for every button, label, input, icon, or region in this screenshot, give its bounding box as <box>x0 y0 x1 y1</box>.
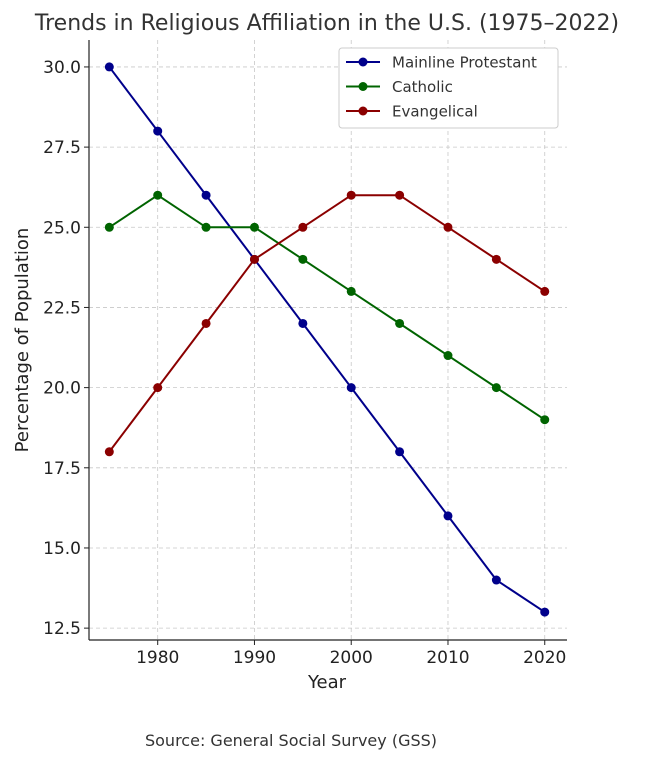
data-point-catholic <box>443 351 453 361</box>
data-point-evangelical <box>540 286 550 296</box>
series-line-mainline-protestant <box>108 66 546 613</box>
data-point-catholic <box>104 222 114 232</box>
legend-label-evangelical: Evangelical <box>392 103 478 121</box>
legend-label-catholic: Catholic <box>392 78 453 96</box>
y-axis-label: Percentage of Population <box>12 228 33 453</box>
data-point-mainline-protestant <box>104 62 114 72</box>
data-point-catholic <box>491 383 501 393</box>
data-point-evangelical <box>443 222 453 232</box>
data-point-evangelical <box>491 254 501 264</box>
source-note: Source: General Social Survey (GSS) <box>145 731 437 750</box>
data-point-evangelical <box>395 190 405 200</box>
x-tick-label: 1990 <box>233 648 276 668</box>
data-point-catholic <box>249 222 259 232</box>
data-point-mainline-protestant <box>153 126 163 136</box>
y-tick-label: 17.5 <box>43 459 81 479</box>
data-point-mainline-protestant <box>346 383 356 393</box>
data-point-evangelical <box>201 318 211 328</box>
y-ticks: 12.5 15.0 17.5 20.0 22.5 25.0 27.5 30.0 <box>43 58 89 639</box>
x-tick-label: 1980 <box>136 648 179 668</box>
x-tick-label: 2010 <box>426 648 469 668</box>
data-point-catholic <box>346 286 356 296</box>
data-point-evangelical <box>249 254 259 264</box>
legend: Mainline Protestant Catholic Evangelical <box>338 47 559 129</box>
x-axis-label: Year <box>307 672 347 693</box>
y-tick-label: 30.0 <box>43 58 81 78</box>
x-ticks: 1980 1990 2000 2010 2020 <box>136 640 566 668</box>
legend-box <box>338 47 559 129</box>
legend-marker-mainline-protestant <box>358 57 368 67</box>
data-point-mainline-protestant <box>540 607 550 617</box>
data-point-evangelical <box>153 383 163 393</box>
data-point-mainline-protestant <box>491 575 501 585</box>
legend-marker-catholic <box>358 82 368 91</box>
y-tick-label: 25.0 <box>43 218 81 238</box>
legend-label-mainline-protestant: Mainline Protestant <box>392 54 537 72</box>
data-point-catholic <box>201 222 211 232</box>
data-point-mainline-protestant <box>443 511 453 521</box>
data-point-catholic <box>540 415 550 425</box>
series-line-evangelical <box>108 194 546 453</box>
x-tick-label: 2020 <box>523 648 566 668</box>
y-tick-label: 20.0 <box>43 379 81 399</box>
y-tick-label: 22.5 <box>43 298 81 318</box>
x-tick-label: 2000 <box>330 648 373 668</box>
gridlines <box>89 40 567 640</box>
data-point-mainline-protestant <box>201 190 211 200</box>
data-point-evangelical <box>346 190 356 200</box>
data-point-mainline-protestant <box>395 447 405 457</box>
data-point-evangelical <box>104 447 114 457</box>
legend-marker-evangelical <box>358 106 368 116</box>
y-tick-label: 27.5 <box>43 138 81 158</box>
data-point-catholic <box>298 254 308 264</box>
series-line-catholic <box>108 194 546 421</box>
data-point-catholic <box>395 318 405 328</box>
y-tick-label: 15.0 <box>43 539 81 559</box>
y-tick-label: 12.5 <box>43 619 81 639</box>
data-point-evangelical <box>298 222 308 232</box>
series-group <box>104 62 550 617</box>
data-point-mainline-protestant <box>298 318 308 328</box>
chart-title: Trends in Religious Affiliation in the U… <box>34 11 619 36</box>
data-point-catholic <box>153 190 163 200</box>
